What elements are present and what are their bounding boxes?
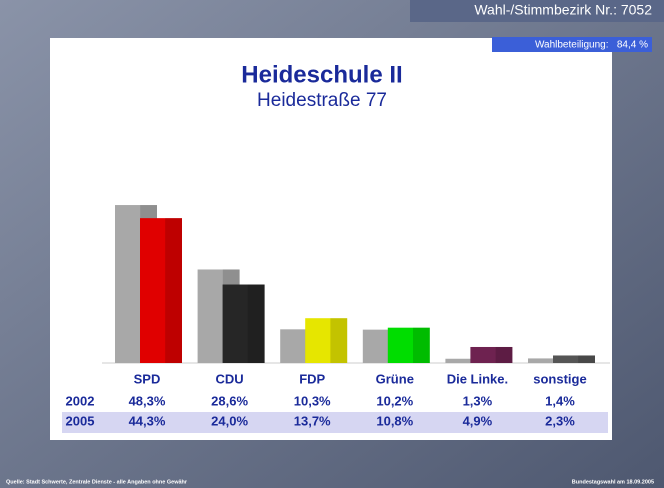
- bar-shade: [247, 284, 265, 363]
- bar: [553, 355, 595, 363]
- bar-shade: [413, 327, 430, 363]
- value-label: 24,0%: [211, 413, 248, 428]
- district: Wahl-/Stimmbezirk Nr.: 7052: [474, 2, 652, 18]
- value-label: 48,3%: [129, 393, 166, 408]
- election: Bundestagswahl am 18.09.2005: [572, 479, 654, 485]
- turnout-box: [492, 37, 652, 52]
- value-label: 1,3%: [463, 393, 493, 408]
- value-label: 13,7%: [294, 413, 331, 428]
- bar-shade: [165, 218, 182, 363]
- value-label: 1,4%: [545, 393, 575, 408]
- value-label: 2,3%: [545, 413, 575, 428]
- value-label: 10,8%: [376, 413, 413, 428]
- bar: [305, 318, 348, 363]
- source: Quelle: Stadt Schwerte, Zentrale Dienste…: [6, 479, 188, 485]
- value-label: 44,3%: [129, 413, 166, 428]
- chart-subtitle: Heidestraße 77: [257, 90, 387, 111]
- turnout: Wahlbeteiligung: 84,4 %: [535, 40, 648, 51]
- value-label: 10,3%: [294, 393, 331, 408]
- chart-title: Heideschule II: [241, 61, 402, 88]
- row-band: [62, 412, 608, 433]
- value-label: 10,2%: [376, 393, 413, 408]
- bar: [222, 284, 265, 363]
- value-label: 4,9%: [463, 413, 493, 428]
- bar: [445, 358, 488, 363]
- category-label: SPD: [134, 371, 161, 386]
- bar-shade: [495, 346, 513, 363]
- bar: [140, 218, 182, 363]
- category-label: FDP: [299, 371, 325, 386]
- bar-shade: [330, 318, 348, 363]
- value-label: 28,6%: [211, 393, 248, 408]
- bar: [387, 327, 430, 363]
- category-label: sonstige: [533, 371, 586, 386]
- category-label: Die Linke.: [447, 371, 508, 386]
- category-label: Grüne: [376, 371, 414, 386]
- district-box: [410, 0, 664, 22]
- row-label: 2002: [66, 393, 95, 408]
- row-label: 2005: [66, 413, 95, 428]
- bar-shade: [578, 355, 595, 363]
- category-label: CDU: [216, 371, 244, 386]
- bar: [528, 358, 570, 363]
- bar: [470, 346, 513, 363]
